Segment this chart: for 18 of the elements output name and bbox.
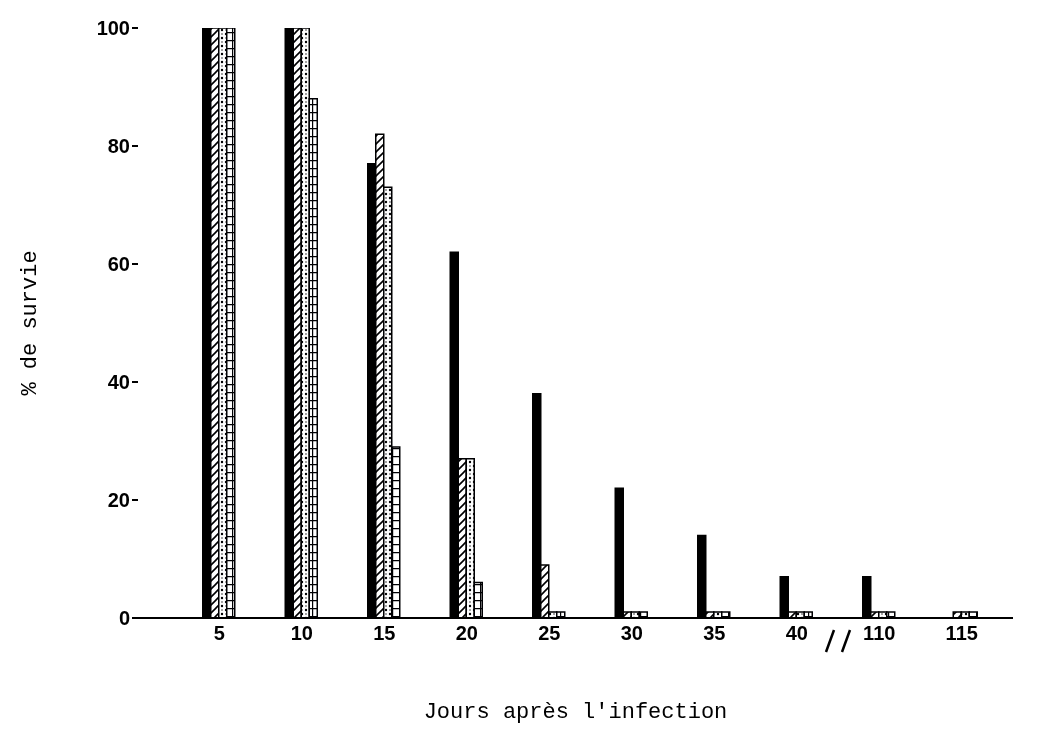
x-tick-label: 5	[213, 622, 225, 645]
y-tick-label: 60	[107, 253, 130, 276]
x-tick-label: 20	[455, 622, 478, 645]
x-tick-label: 15	[373, 622, 396, 645]
y-tick-label: 0	[118, 607, 130, 630]
y-axis-title: % de survie	[17, 250, 43, 396]
y-tick-label: 40	[107, 371, 130, 394]
y-tick-label: 100	[96, 17, 130, 40]
x-tick-label: 10	[290, 622, 313, 645]
x-tick-label: 110	[863, 622, 896, 645]
x-tick-label: 30	[620, 622, 643, 645]
x-tick-label: 25	[538, 622, 561, 645]
x-tick-label: 115	[945, 622, 978, 645]
x-tick-label: 35	[703, 622, 726, 645]
x-tick-label: 40	[785, 622, 808, 645]
x-axis-title: Jours après l'infection	[423, 700, 728, 725]
y-tick-label: 80	[107, 135, 130, 158]
y-tick-label: 20	[107, 489, 130, 512]
